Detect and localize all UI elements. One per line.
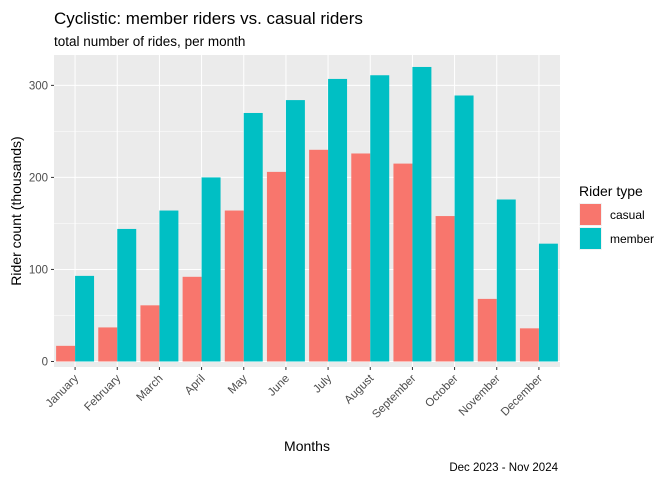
bar-member-january	[75, 275, 95, 362]
x-tick-label: April	[183, 373, 208, 398]
bar-casual-december	[519, 328, 539, 362]
y-tick-label: 100	[29, 264, 48, 276]
x-tick-label: January	[44, 372, 82, 410]
bar-casual-january	[56, 345, 76, 362]
x-tick-label: November	[457, 373, 503, 419]
bars	[56, 66, 558, 362]
bar-casual-november	[477, 298, 497, 362]
chart-subtitle: total number of rides, per month	[54, 34, 245, 49]
legend-swatch-casual	[580, 204, 601, 225]
y-tick-label: 300	[29, 80, 48, 92]
y-axis-title: Rider count (thousands)	[8, 136, 24, 285]
x-tick-label: February	[82, 372, 123, 413]
bar-casual-may	[224, 210, 244, 362]
x-tick-label: May	[226, 372, 250, 396]
bar-member-september	[412, 66, 432, 362]
x-tick-label: August	[343, 372, 377, 406]
x-tick-label: March	[134, 373, 165, 404]
bar-casual-march	[140, 305, 160, 362]
y-tick-label: 0	[42, 356, 48, 368]
legend-label-member: member	[610, 232, 654, 246]
bar-casual-february	[98, 327, 118, 362]
x-tick-label: December	[499, 373, 545, 419]
y-tick-label: 200	[29, 172, 48, 184]
grid-minor	[54, 131, 560, 316]
bar-casual-july	[309, 149, 329, 362]
x-tick-label: October	[423, 373, 461, 411]
x-tick-label: September	[370, 373, 418, 421]
x-tick-label: June	[266, 373, 292, 399]
bar-member-november	[496, 199, 516, 362]
bar-casual-october	[435, 216, 455, 362]
bar-member-december	[538, 243, 558, 362]
y-axis: 0 100 200 300	[29, 80, 54, 368]
plot-panel	[54, 55, 560, 367]
bar-casual-june	[266, 171, 286, 362]
x-tick-label: July	[311, 372, 334, 395]
x-axis-title: Months	[284, 438, 330, 454]
bar-member-february	[117, 228, 137, 362]
bar-member-april	[201, 177, 221, 362]
bar-member-july	[328, 78, 348, 362]
legend-swatch-member	[580, 228, 601, 249]
bar-member-march	[159, 210, 179, 362]
bar-casual-august	[351, 153, 371, 362]
chart-title: Cyclistic: member riders vs. casual ride…	[54, 9, 363, 28]
bar-member-october	[454, 95, 474, 362]
bar-casual-september	[393, 163, 413, 362]
legend-label-casual: casual	[610, 208, 645, 222]
bar-member-may	[243, 112, 263, 362]
bar-casual-april	[182, 276, 202, 362]
legend-title: Rider type	[579, 183, 643, 199]
chart-caption: Dec 2023 - Nov 2024	[449, 462, 558, 474]
legend: Rider type casual member	[579, 183, 654, 250]
bar-member-june	[285, 100, 305, 362]
x-axis: January February March April May June July Augu…	[44, 367, 545, 421]
bar-member-august	[370, 75, 390, 362]
